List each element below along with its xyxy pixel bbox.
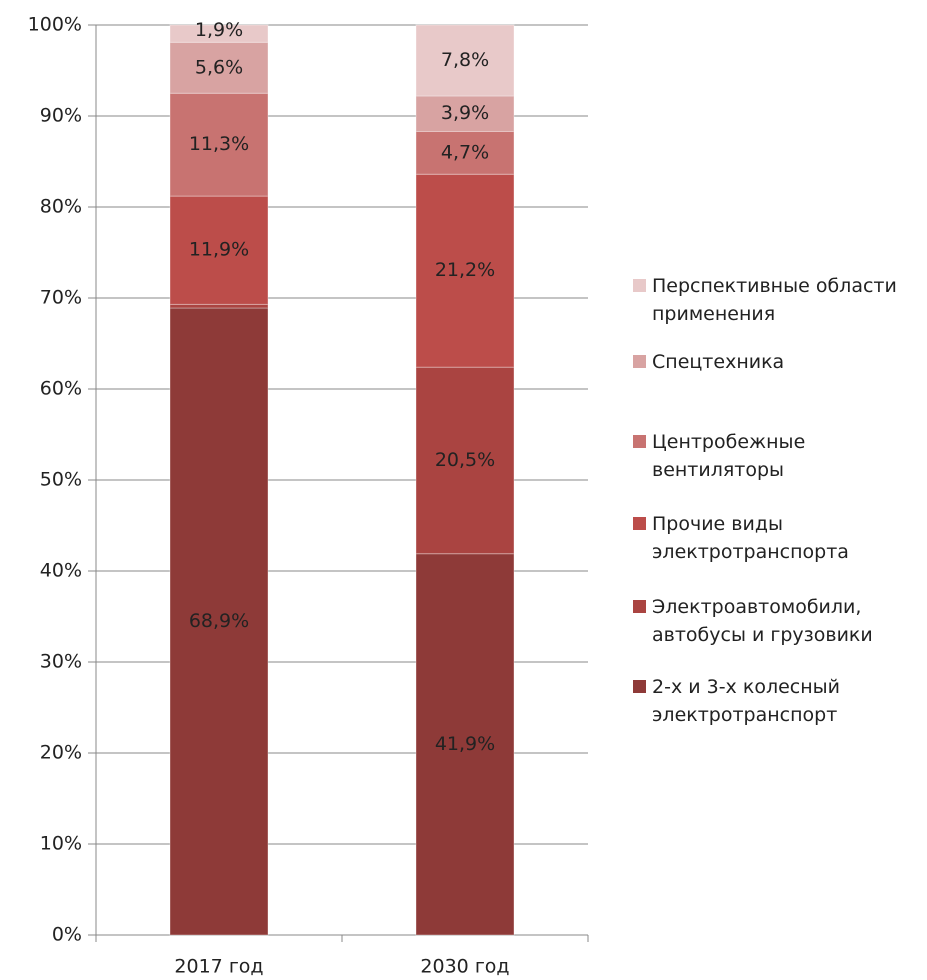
legend-item: Прочие виды электротранспорта — [633, 510, 923, 566]
legend-label: Прочие виды электротранспорта — [652, 513, 849, 563]
data-label: 4,7% — [441, 141, 489, 163]
bar-segment — [169, 307, 269, 936]
y-tick-label: 60% — [40, 378, 82, 400]
legend-item: 2-х и 3-х колесный электротранспорт — [633, 673, 923, 729]
legend-swatch — [633, 435, 646, 448]
bar-segment — [415, 366, 515, 555]
y-tick-label: 30% — [40, 651, 82, 673]
legend-swatch — [633, 517, 646, 530]
data-label: 5,6% — [195, 56, 243, 78]
bar-segment — [415, 173, 515, 368]
bar-segment — [415, 95, 515, 132]
y-tick-label: 0% — [52, 924, 82, 946]
bar-segment — [415, 24, 515, 97]
legend-item: Перспективные области применения — [633, 272, 923, 328]
data-label: 11,3% — [189, 133, 249, 155]
data-label: 21,2% — [435, 259, 495, 281]
data-label: 20,5% — [435, 449, 495, 471]
bar-segment — [169, 92, 269, 197]
y-tick-label: 90% — [40, 105, 82, 127]
bar-segment — [415, 553, 515, 936]
legend-swatch — [633, 355, 646, 368]
y-tick-label: 50% — [40, 469, 82, 491]
data-label: 7,8% — [441, 49, 489, 71]
bar-segment — [169, 195, 269, 305]
data-label: 11,9% — [189, 239, 249, 261]
legend-swatch — [633, 600, 646, 613]
legend-label: Центробежные вентиляторы — [652, 431, 806, 481]
legend-item: Электроавтомобили, автобусы и грузовики — [633, 593, 923, 649]
bar-segment — [415, 130, 515, 175]
legend-swatch — [633, 279, 646, 292]
y-tick-label: 80% — [40, 196, 82, 218]
y-tick-label: 100% — [28, 14, 82, 36]
y-tick-label: 70% — [40, 287, 82, 309]
bar-segment — [169, 41, 269, 94]
legend-label: Перспективные области применения — [652, 275, 897, 325]
data-label: 1,9% — [195, 19, 243, 41]
x-tick-label: 2030 год — [420, 956, 509, 978]
x-tick-label: 2017 год — [174, 956, 263, 978]
legend-label: 2-х и 3-х колесный электротранспорт — [652, 676, 840, 726]
y-tick-label: 10% — [40, 833, 82, 855]
legend-swatch — [633, 680, 646, 693]
bar-segment — [169, 24, 269, 43]
legend-item: Спецтехника — [633, 348, 923, 376]
legend-label: Спецтехника — [652, 351, 785, 373]
legend-label: Электроавтомобили, автобусы и грузовики — [652, 596, 873, 646]
y-tick-label: 20% — [40, 742, 82, 764]
data-label: 41,9% — [435, 733, 495, 755]
legend-item: Центробежные вентиляторы — [633, 428, 923, 484]
data-label: 68,9% — [189, 610, 249, 632]
y-tick-label: 40% — [40, 560, 82, 582]
data-label: 3,9% — [441, 102, 489, 124]
